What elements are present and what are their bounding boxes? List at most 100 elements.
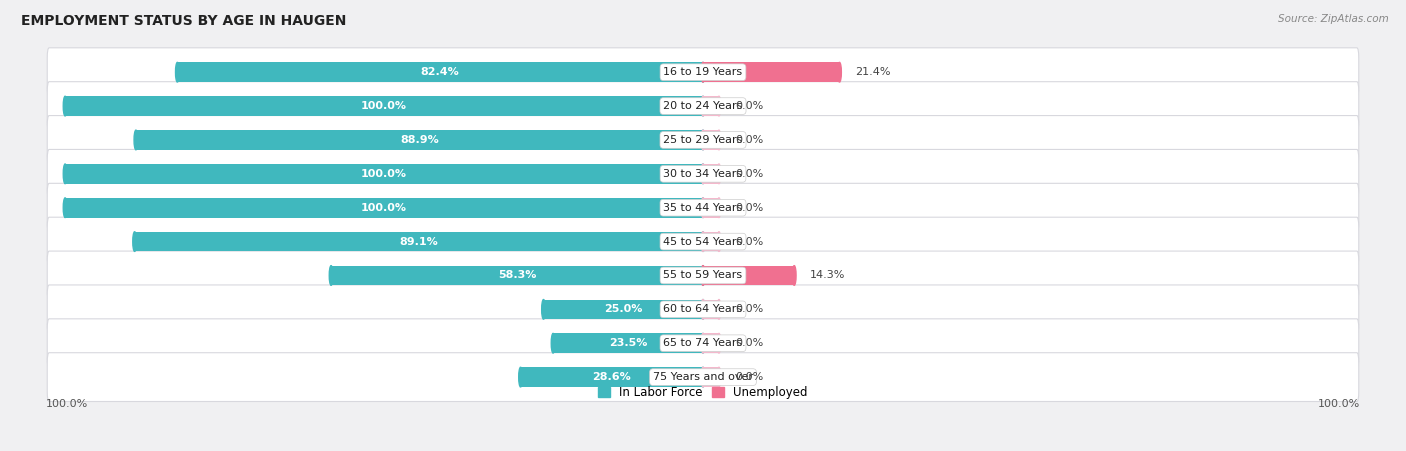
Circle shape (717, 367, 721, 387)
FancyBboxPatch shape (48, 217, 1358, 266)
Circle shape (702, 333, 704, 353)
Text: 0.0%: 0.0% (735, 169, 763, 179)
FancyBboxPatch shape (48, 149, 1358, 198)
Circle shape (717, 299, 721, 319)
Circle shape (702, 299, 704, 319)
Circle shape (717, 232, 721, 251)
Text: 100.0%: 100.0% (361, 202, 408, 213)
Bar (65, 164, 703, 184)
Bar (703, 232, 718, 251)
FancyBboxPatch shape (48, 183, 1358, 232)
Circle shape (63, 198, 67, 217)
Text: 60 to 64 Years: 60 to 64 Years (664, 304, 742, 314)
Bar (520, 367, 703, 387)
Circle shape (132, 232, 136, 251)
Bar (703, 333, 718, 353)
Circle shape (702, 198, 704, 217)
FancyBboxPatch shape (48, 48, 1358, 97)
Bar (544, 299, 703, 319)
Text: EMPLOYMENT STATUS BY AGE IN HAUGEN: EMPLOYMENT STATUS BY AGE IN HAUGEN (21, 14, 346, 28)
Bar (330, 266, 703, 285)
Circle shape (702, 299, 704, 319)
Bar (703, 299, 718, 319)
Circle shape (329, 266, 333, 285)
Text: 25.0%: 25.0% (605, 304, 643, 314)
Text: 55 to 59 Years: 55 to 59 Years (664, 271, 742, 281)
Bar (553, 333, 703, 353)
FancyBboxPatch shape (48, 251, 1358, 300)
Text: 100.0%: 100.0% (1317, 399, 1360, 409)
Text: 0.0%: 0.0% (735, 338, 763, 348)
Text: 75 Years and over: 75 Years and over (652, 372, 754, 382)
Circle shape (702, 96, 704, 116)
Circle shape (838, 62, 841, 82)
Text: 20 to 24 Years: 20 to 24 Years (664, 101, 742, 111)
Text: Source: ZipAtlas.com: Source: ZipAtlas.com (1278, 14, 1389, 23)
Circle shape (702, 198, 704, 217)
Circle shape (702, 232, 704, 251)
Circle shape (551, 333, 555, 353)
Text: 0.0%: 0.0% (735, 237, 763, 247)
Text: 65 to 74 Years: 65 to 74 Years (664, 338, 742, 348)
Text: 100.0%: 100.0% (361, 169, 408, 179)
Circle shape (702, 232, 704, 251)
Text: 82.4%: 82.4% (420, 67, 460, 77)
Text: 89.1%: 89.1% (399, 237, 439, 247)
Text: 100.0%: 100.0% (361, 101, 408, 111)
Circle shape (702, 130, 704, 150)
Circle shape (541, 299, 546, 319)
Bar (136, 130, 703, 150)
Bar (703, 130, 718, 150)
Text: 35 to 44 Years: 35 to 44 Years (664, 202, 742, 213)
FancyBboxPatch shape (48, 319, 1358, 368)
Circle shape (702, 164, 704, 184)
Circle shape (63, 96, 67, 116)
FancyBboxPatch shape (48, 353, 1358, 401)
Text: 21.4%: 21.4% (855, 67, 891, 77)
Text: 14.3%: 14.3% (810, 271, 845, 281)
Circle shape (176, 62, 179, 82)
Text: 100.0%: 100.0% (46, 399, 89, 409)
Circle shape (519, 367, 523, 387)
Circle shape (717, 96, 721, 116)
Text: 45 to 54 Years: 45 to 54 Years (664, 237, 742, 247)
Circle shape (717, 130, 721, 150)
Bar (703, 266, 794, 285)
Circle shape (717, 164, 721, 184)
Bar (65, 198, 703, 217)
FancyBboxPatch shape (48, 285, 1358, 334)
FancyBboxPatch shape (48, 82, 1358, 130)
Circle shape (702, 367, 704, 387)
Text: 16 to 19 Years: 16 to 19 Years (664, 67, 742, 77)
Circle shape (702, 130, 704, 150)
Text: 0.0%: 0.0% (735, 101, 763, 111)
Text: 28.6%: 28.6% (592, 372, 631, 382)
Circle shape (717, 198, 721, 217)
Bar (135, 232, 703, 251)
Bar (703, 62, 839, 82)
Bar (177, 62, 703, 82)
Text: 0.0%: 0.0% (735, 372, 763, 382)
Circle shape (702, 164, 704, 184)
Circle shape (793, 266, 796, 285)
Bar (65, 96, 703, 116)
Text: 30 to 34 Years: 30 to 34 Years (664, 169, 742, 179)
Text: 23.5%: 23.5% (609, 338, 647, 348)
Legend: In Labor Force, Unemployed: In Labor Force, Unemployed (593, 381, 813, 404)
Circle shape (702, 367, 704, 387)
Bar (703, 198, 718, 217)
Bar (703, 164, 718, 184)
Text: 25 to 29 Years: 25 to 29 Years (664, 135, 742, 145)
Circle shape (702, 96, 704, 116)
Bar (703, 96, 718, 116)
Text: 0.0%: 0.0% (735, 304, 763, 314)
Text: 0.0%: 0.0% (735, 135, 763, 145)
Text: 88.9%: 88.9% (401, 135, 439, 145)
Circle shape (702, 266, 704, 285)
Bar (703, 367, 718, 387)
Text: 58.3%: 58.3% (498, 271, 536, 281)
Circle shape (63, 164, 67, 184)
Circle shape (717, 333, 721, 353)
FancyBboxPatch shape (48, 115, 1358, 164)
Circle shape (702, 62, 704, 82)
